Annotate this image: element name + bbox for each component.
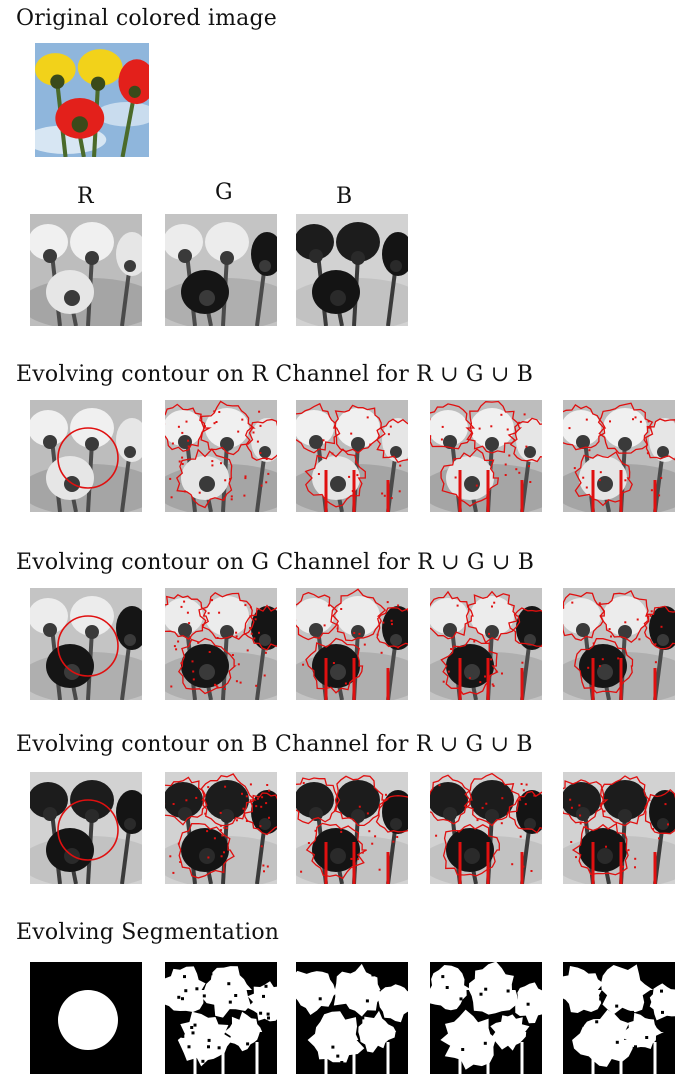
section-heading-b: Evolving contour on B Channel for R ∪ G … xyxy=(16,732,533,757)
channel-image-r xyxy=(30,214,142,326)
channel-label-r: R xyxy=(77,184,94,209)
original-flower-photo xyxy=(35,43,149,157)
segmentation-frame-2 xyxy=(165,962,277,1074)
contour-frame-g-3 xyxy=(296,588,408,700)
contour-frame-g-2 xyxy=(165,588,277,700)
segmentation-frame-3 xyxy=(296,962,408,1074)
contour-frame-r-2 xyxy=(165,400,277,512)
channel-label-b: B xyxy=(336,184,353,209)
contour-frame-b-4 xyxy=(430,772,542,884)
original-colored-image xyxy=(35,43,149,157)
segmentation-heading: Evolving Segmentation xyxy=(16,920,280,945)
segmentation-frame-5 xyxy=(563,962,675,1074)
contour-frame-b-1 xyxy=(30,772,142,884)
contour-frame-b-2 xyxy=(165,772,277,884)
contour-frame-r-4 xyxy=(430,400,542,512)
channel-image-g xyxy=(165,214,277,326)
channel-image-b xyxy=(296,214,408,326)
original-image-heading: Original colored image xyxy=(16,6,277,31)
contour-frame-g-4 xyxy=(430,588,542,700)
contour-frame-r-1 xyxy=(30,400,142,512)
contour-frame-r-3 xyxy=(296,400,408,512)
contour-frame-b-3 xyxy=(296,772,408,884)
segmentation-frame-4 xyxy=(430,962,542,1074)
channel-label-g: G xyxy=(215,180,233,205)
section-heading-r: Evolving contour on R Channel for R ∪ G … xyxy=(16,362,534,387)
contour-frame-b-5 xyxy=(563,772,675,884)
contour-frame-r-5 xyxy=(563,400,675,512)
contour-frame-g-1 xyxy=(30,588,142,700)
segmentation-frame-1 xyxy=(30,962,142,1074)
contour-frame-g-5 xyxy=(563,588,675,700)
section-heading-g: Evolving contour on G Channel for R ∪ G … xyxy=(16,550,535,575)
